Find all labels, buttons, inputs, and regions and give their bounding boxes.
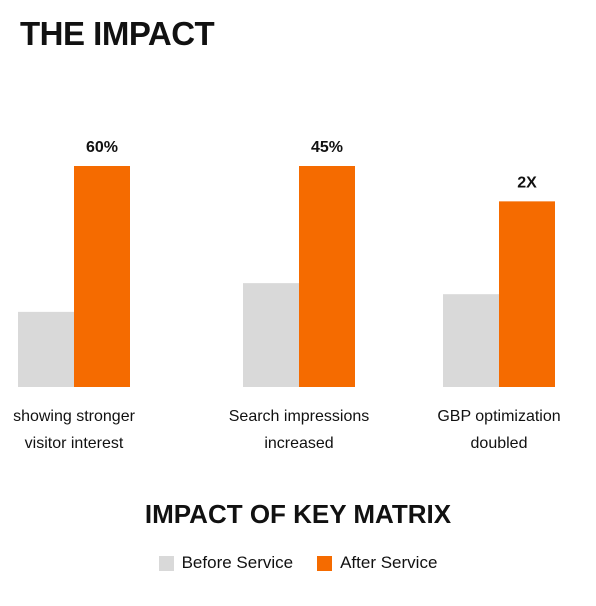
bar-after-1 [299,166,355,387]
category-label-0-line-0: showing stronger [13,408,136,425]
tick-labels-group: showing stronger visitor interest Search i… [13,408,561,452]
data-label-2: 2X [517,174,537,191]
data-label-0: 60% [86,139,118,156]
legend: Before Service After Service [0,552,596,574]
category-label-1-line-0: Search impressions [229,408,370,425]
legend-item-after: After Service [317,552,437,574]
legend-label-after: After Service [340,553,438,572]
legend-swatch-after [317,555,333,571]
category-label-2-line-1: doubled [471,435,528,452]
page-title: THE IMPACT [20,15,215,52]
bar-before-2 [443,294,499,387]
legend-item-before: Before Service [158,552,294,574]
bar-after-2 [499,201,555,387]
category-label-1-line-1: increased [264,435,333,452]
bars-group [18,166,555,387]
category-label-2-line-0: GBP optimization [437,408,560,425]
bar-before-0 [18,311,74,387]
bar-after-0 [74,166,130,387]
legend-swatch-before [158,555,174,571]
legend-label-before: Before Service [181,553,294,572]
category-label-0-line-1: visitor interest [25,435,124,452]
data-labels-group: 60% 45% 2X [86,139,537,191]
data-label-1: 45% [311,139,343,156]
bar-before-1 [243,283,299,387]
bar-chart: 60% 45% 2X showing stronger visitor interes… [13,139,561,452]
chart-title: IMPACT OF KEY MATRIX [144,499,452,529]
